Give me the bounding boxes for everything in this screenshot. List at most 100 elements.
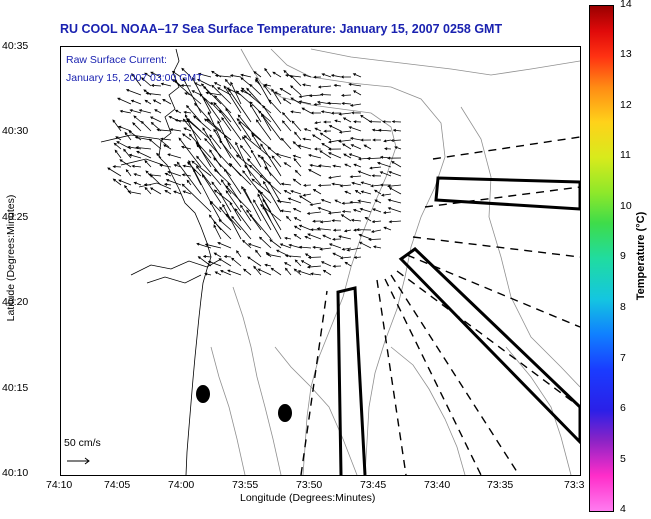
current-vector xyxy=(239,144,252,159)
dashed-transects xyxy=(300,136,580,475)
colorbar-tick-label: 10 xyxy=(620,200,632,212)
current-vector xyxy=(211,181,222,195)
current-vector xyxy=(342,117,352,123)
current-vector xyxy=(182,190,192,195)
current-vector xyxy=(330,111,342,115)
current-vector xyxy=(242,239,252,249)
current-vector xyxy=(331,182,342,186)
current-vector xyxy=(128,130,142,141)
current-vector xyxy=(382,120,392,124)
current-vector xyxy=(171,70,182,78)
current-vector xyxy=(263,180,282,213)
current-vector xyxy=(115,136,122,141)
current-vector xyxy=(307,255,322,259)
current-vector xyxy=(271,155,282,168)
current-vector xyxy=(210,101,222,114)
current-vector xyxy=(384,147,392,151)
current-vector xyxy=(261,113,282,141)
map-plot-area[interactable]: Raw Surface Current: January 15, 2007 03… xyxy=(60,46,581,476)
current-vector xyxy=(257,189,272,213)
current-vector xyxy=(390,138,402,142)
colorbar-tick-label: 8 xyxy=(620,301,626,313)
current-vector xyxy=(297,270,312,276)
current-vector xyxy=(187,161,202,177)
current-vector xyxy=(184,114,202,150)
current-vector xyxy=(341,247,352,251)
current-vector xyxy=(262,198,282,231)
x-tick-label: 73:55 xyxy=(232,479,259,491)
current-vector xyxy=(290,85,302,96)
current-vector xyxy=(197,256,212,267)
current-vector xyxy=(279,87,292,96)
current-vector xyxy=(156,128,172,132)
current-vector xyxy=(209,134,222,150)
current-vector xyxy=(368,238,382,241)
current-vector xyxy=(237,114,252,132)
current-vector xyxy=(344,163,352,168)
current-vector xyxy=(328,139,342,144)
current-vector xyxy=(207,111,222,141)
colorbar-tick-label: 7 xyxy=(620,352,626,364)
current-vector xyxy=(298,224,312,231)
current-vector xyxy=(178,137,202,168)
current-vector xyxy=(388,220,402,224)
current-vector xyxy=(118,179,132,186)
current-vector xyxy=(172,79,202,105)
current-vector xyxy=(264,166,282,186)
current-vector xyxy=(353,255,362,259)
current-vector xyxy=(302,73,312,78)
current-vector xyxy=(293,233,302,240)
current-vector xyxy=(249,83,262,96)
current-vector xyxy=(162,98,172,105)
current-vector xyxy=(219,139,242,168)
current-vector xyxy=(174,109,182,114)
current-vector xyxy=(314,127,322,132)
current-vector xyxy=(378,128,392,132)
x-tick-label: 73:40 xyxy=(424,479,451,491)
current-vector xyxy=(369,166,382,170)
current-vector xyxy=(262,104,282,132)
bathymetry-contours xyxy=(210,48,580,475)
current-vector xyxy=(246,209,262,231)
current-vector xyxy=(167,170,182,177)
current-vector xyxy=(186,118,212,141)
current-vector xyxy=(364,216,372,222)
current-vector xyxy=(332,264,342,268)
current-vector xyxy=(301,107,312,114)
current-vector xyxy=(154,109,162,114)
current-vector xyxy=(247,256,262,267)
current-vector xyxy=(293,217,302,222)
station-marker[interactable] xyxy=(278,404,292,422)
current-vector xyxy=(357,170,372,177)
station-marker[interactable] xyxy=(196,385,210,403)
current-vector xyxy=(242,170,262,195)
current-vector xyxy=(203,97,222,123)
scale-arrow xyxy=(67,457,90,465)
map-title: RU COOL NOAA–17 Sea Surface Temperature:… xyxy=(60,22,503,36)
current-vector xyxy=(326,101,342,105)
current-vector xyxy=(323,120,331,124)
current-vector xyxy=(250,149,262,168)
current-vector xyxy=(282,112,292,123)
current-vector xyxy=(251,178,272,195)
current-vector xyxy=(264,263,272,267)
current-vector xyxy=(292,154,302,159)
current-vector xyxy=(284,236,292,240)
current-vector xyxy=(229,163,252,186)
current-vector xyxy=(320,261,332,267)
current-vector xyxy=(257,154,272,168)
current-vector xyxy=(341,143,352,150)
current-vector xyxy=(307,233,322,240)
current-vector xyxy=(136,150,152,159)
current-vector xyxy=(240,87,272,114)
current-vector xyxy=(148,138,162,150)
x-axis-label: Longitude (Degrees:Minutes) xyxy=(240,492,376,504)
current-vector xyxy=(300,260,312,267)
current-vector xyxy=(194,102,212,123)
current-vector xyxy=(306,211,322,215)
current-vector xyxy=(213,189,232,204)
colorbar-tick-label: 14 xyxy=(620,0,632,10)
current-vector xyxy=(150,71,162,78)
current-vector xyxy=(382,211,392,215)
current-vector xyxy=(124,131,132,141)
